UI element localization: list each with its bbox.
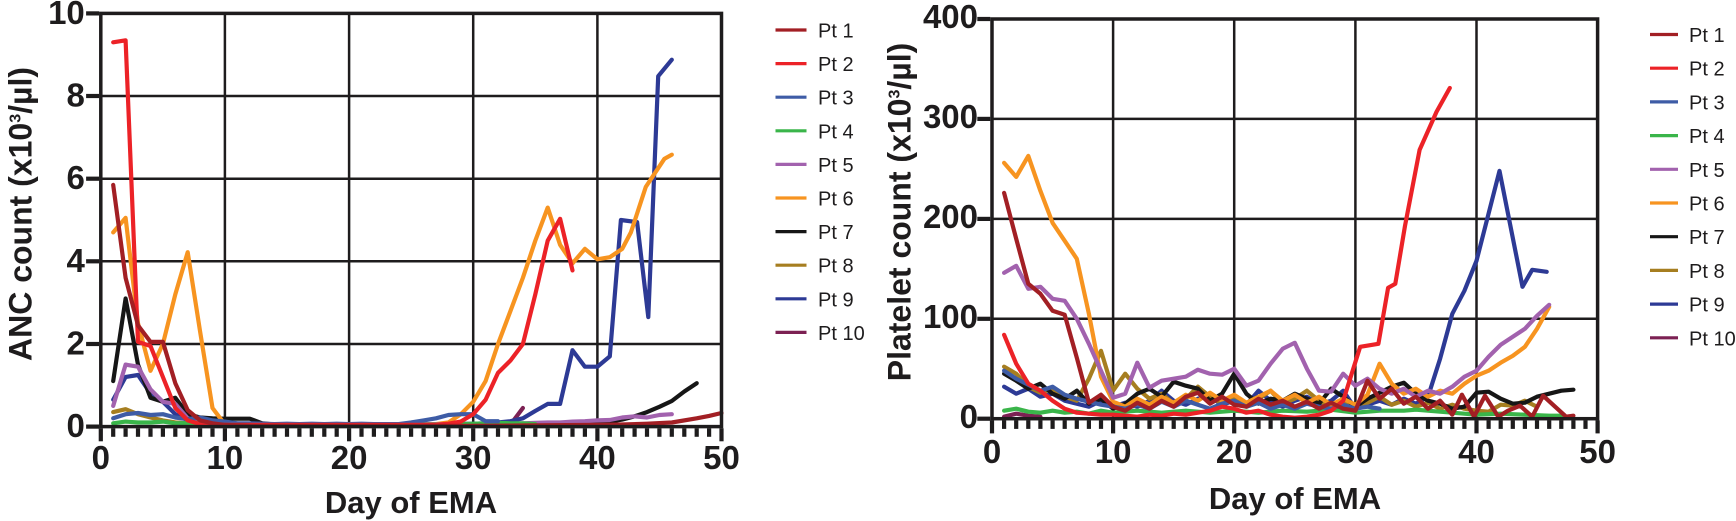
- svg-text:Pt 2: Pt 2: [818, 54, 854, 76]
- svg-text:Pt 10: Pt 10: [818, 323, 865, 345]
- svg-text:40: 40: [579, 439, 616, 476]
- svg-text:Day of EMA: Day of EMA: [325, 485, 497, 520]
- svg-text:4: 4: [66, 242, 85, 279]
- svg-text:400: 400: [923, 0, 978, 35]
- svg-text:10: 10: [1095, 433, 1132, 470]
- svg-text:50: 50: [703, 439, 740, 476]
- svg-text:8: 8: [66, 77, 84, 114]
- svg-text:Pt 3: Pt 3: [1689, 92, 1725, 114]
- svg-text:10: 10: [207, 439, 244, 476]
- svg-text:Pt 5: Pt 5: [818, 155, 854, 177]
- svg-text:6: 6: [66, 159, 84, 196]
- svg-text:50: 50: [1579, 433, 1616, 470]
- svg-text:Pt 7: Pt 7: [1689, 227, 1725, 249]
- svg-text:Pt 4: Pt 4: [818, 121, 854, 143]
- svg-text:Pt 6: Pt 6: [1689, 194, 1725, 216]
- svg-text:0: 0: [92, 439, 110, 476]
- svg-text:300: 300: [923, 98, 978, 135]
- svg-text:20: 20: [1216, 433, 1253, 470]
- svg-text:Pt 3: Pt 3: [818, 88, 854, 110]
- svg-text:Pt 7: Pt 7: [818, 222, 854, 244]
- svg-text:Pt 6: Pt 6: [818, 189, 854, 211]
- svg-text:Pt 1: Pt 1: [818, 21, 854, 43]
- svg-text:Pt 8: Pt 8: [818, 256, 854, 278]
- svg-text:10: 10: [48, 0, 85, 31]
- svg-text:Pt 5: Pt 5: [1689, 160, 1725, 182]
- svg-text:Pt 4: Pt 4: [1689, 126, 1725, 148]
- svg-text:Pt 2: Pt 2: [1689, 59, 1725, 81]
- svg-text:ANC count (x103/µl): ANC count (x103/µl): [3, 67, 39, 361]
- svg-text:2: 2: [66, 325, 84, 362]
- svg-text:20: 20: [331, 439, 368, 476]
- svg-text:Day of EMA: Day of EMA: [1209, 481, 1381, 516]
- svg-text:0: 0: [66, 407, 84, 444]
- svg-text:40: 40: [1458, 433, 1495, 470]
- svg-text:100: 100: [923, 298, 978, 335]
- svg-text:200: 200: [923, 198, 978, 235]
- svg-text:Platelet count (x103/µl): Platelet count (x103/µl): [882, 43, 918, 382]
- svg-text:Pt 8: Pt 8: [1689, 261, 1725, 283]
- svg-text:Pt 9: Pt 9: [1689, 295, 1725, 317]
- svg-text:30: 30: [1337, 433, 1374, 470]
- svg-text:30: 30: [455, 439, 492, 476]
- svg-text:Pt 10: Pt 10: [1689, 328, 1736, 350]
- svg-text:0: 0: [960, 398, 978, 435]
- svg-text:Pt 1: Pt 1: [1689, 25, 1725, 47]
- svg-text:Pt 9: Pt 9: [818, 289, 854, 311]
- svg-text:0: 0: [983, 433, 1001, 470]
